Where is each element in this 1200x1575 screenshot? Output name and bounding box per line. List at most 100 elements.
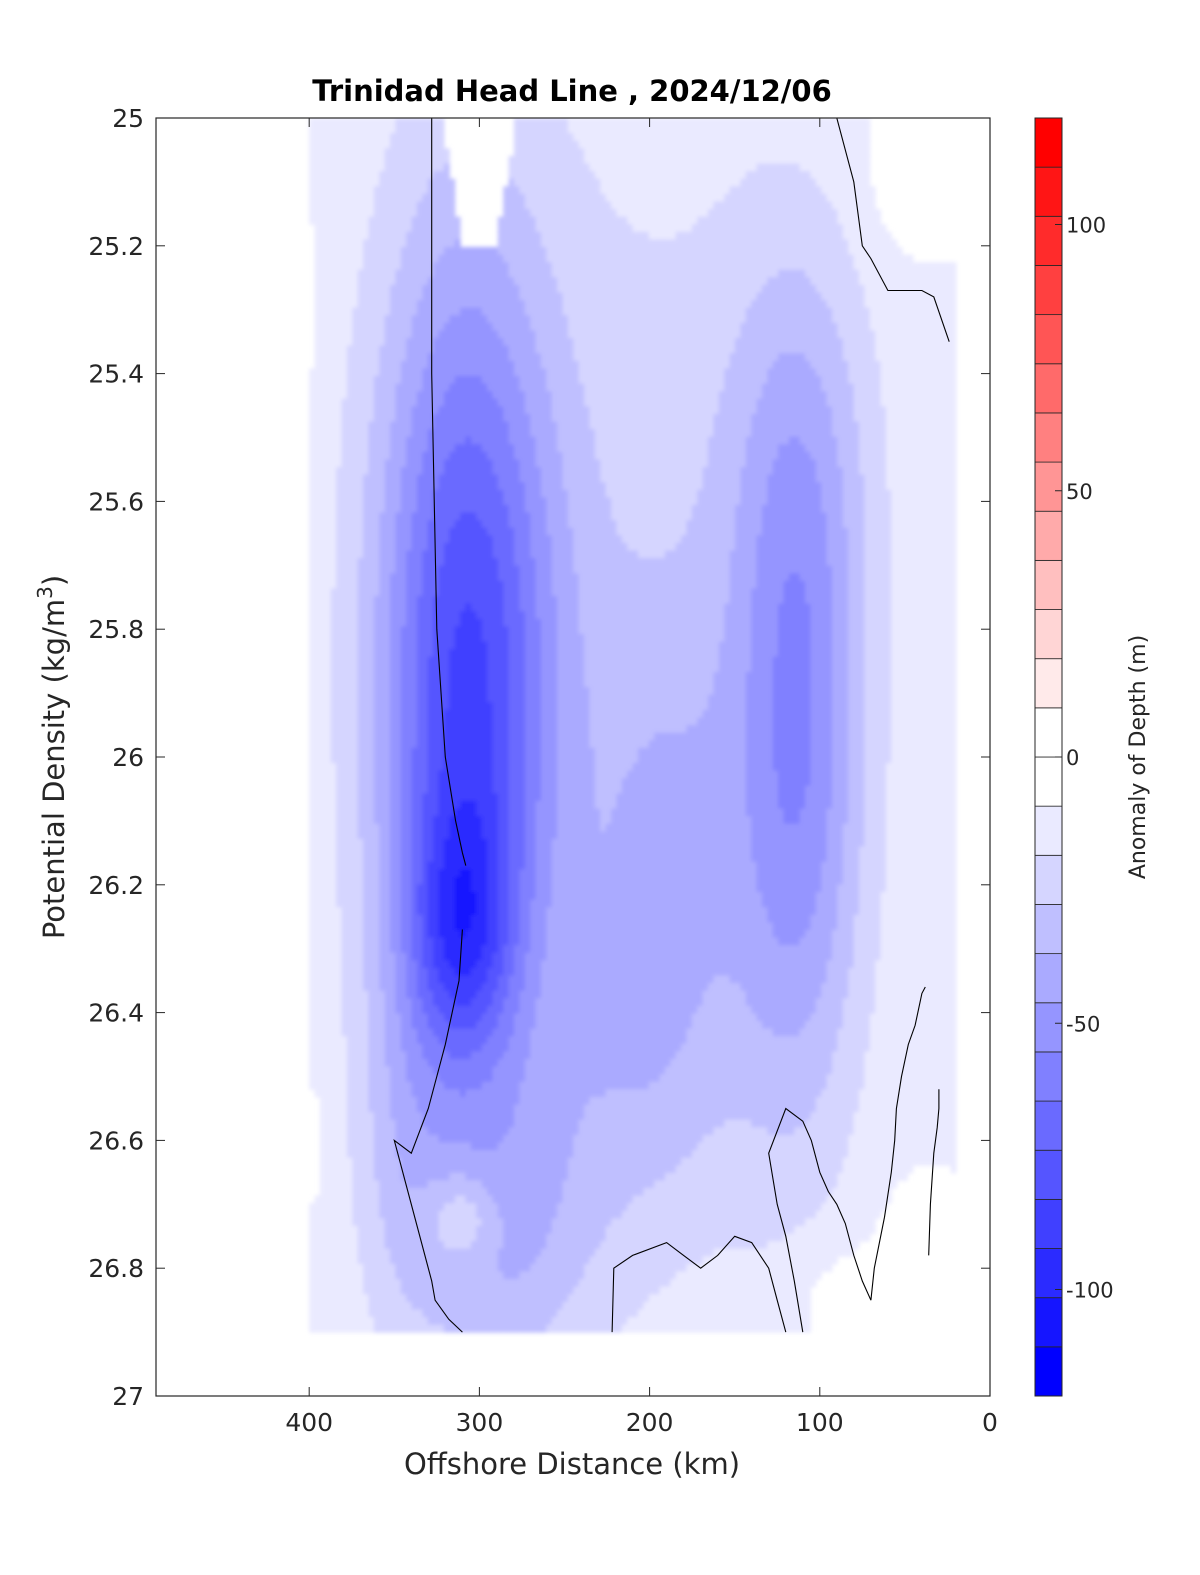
contour-cell <box>357 762 364 772</box>
contour-cell <box>460 808 467 817</box>
contour-cell <box>438 740 445 749</box>
contour-cell <box>460 558 467 567</box>
contour-cell <box>406 155 413 165</box>
contour-cell <box>373 451 380 461</box>
contour-cell <box>390 1301 397 1310</box>
contour-cell <box>330 467 337 476</box>
contour-cell <box>325 914 332 923</box>
contour-cell <box>449 755 456 764</box>
contour-cell <box>443 747 450 756</box>
contour-cell <box>341 315 348 324</box>
contour-cell <box>390 467 397 476</box>
contour-cell <box>363 671 370 681</box>
contour-cell <box>379 429 386 438</box>
contour-cell <box>346 474 353 483</box>
contour-cell <box>400 1043 407 1052</box>
contour-cell <box>325 1218 332 1227</box>
contour-cell <box>336 133 343 142</box>
contour-cell <box>341 284 348 294</box>
contour-cell <box>330 755 337 764</box>
contour-cell <box>352 671 359 681</box>
contour-cell <box>449 459 456 468</box>
contour-cell <box>406 1020 413 1030</box>
contour-cell <box>346 467 353 476</box>
contour-cell <box>373 1149 380 1159</box>
contour-cell <box>379 459 386 468</box>
contour-cell <box>357 929 364 939</box>
contour-cell <box>460 307 467 316</box>
contour-cell <box>319 338 326 347</box>
contour-cell <box>433 155 440 165</box>
contour-cell <box>395 1051 402 1060</box>
contour-cell <box>433 861 440 870</box>
contour-cell <box>309 656 316 665</box>
contour-cell <box>384 315 391 324</box>
contour-cell <box>476 884 483 893</box>
contour-cell <box>465 1074 472 1083</box>
contour-cell <box>438 1104 445 1113</box>
contour-cell <box>411 558 418 567</box>
contour-cell <box>357 133 364 142</box>
contour-cell <box>476 262 483 271</box>
contour-cell <box>390 1225 397 1235</box>
contour-cell <box>325 1028 332 1037</box>
contour-cell <box>368 891 375 901</box>
contour-cell <box>400 398 407 407</box>
contour-cell <box>470 747 477 756</box>
contour-cell <box>476 1278 483 1288</box>
contour-cell <box>427 133 434 142</box>
contour-cell <box>336 656 343 665</box>
contour-cell <box>309 504 316 514</box>
contour-cell <box>379 603 386 612</box>
contour-cell <box>314 831 321 840</box>
contour-cell <box>449 1081 456 1090</box>
contour-cell <box>384 224 391 233</box>
contour-cell <box>433 353 440 362</box>
contour-cell <box>465 588 472 597</box>
contour-cell <box>422 542 429 552</box>
contour-cell <box>384 216 391 225</box>
contour-cell <box>460 732 467 741</box>
contour-cell <box>379 155 386 165</box>
contour-cell <box>438 1005 445 1014</box>
contour-cell <box>363 315 370 324</box>
contour-cell <box>476 1203 483 1212</box>
contour-cell <box>400 231 407 241</box>
contour-cell <box>325 186 332 195</box>
contour-cell <box>460 998 467 1007</box>
contour-cell <box>438 193 445 203</box>
contour-cell <box>411 1074 418 1083</box>
contour-cell <box>352 1119 359 1128</box>
contour-cell <box>438 504 445 514</box>
contour-cell <box>330 1127 337 1136</box>
contour-cell <box>470 527 477 536</box>
contour-cell <box>325 209 332 218</box>
contour-cell <box>357 1005 364 1014</box>
contour-cell <box>416 269 423 278</box>
contour-cell <box>373 1058 380 1068</box>
contour-cell <box>379 118 386 127</box>
contour-cell <box>309 618 316 628</box>
contour-cell <box>411 891 418 901</box>
contour-cell <box>341 1248 348 1257</box>
contour-cell <box>422 512 429 521</box>
contour-cell <box>395 945 402 954</box>
contour-cell <box>400 694 407 703</box>
contour-cell <box>384 467 391 476</box>
contour-cell <box>422 1165 429 1174</box>
contour-cell <box>411 376 418 385</box>
contour-cell <box>406 436 413 445</box>
contour-cell <box>438 1043 445 1052</box>
contour-cell <box>416 504 423 514</box>
contour-cell <box>336 1210 343 1219</box>
contour-cell <box>368 1119 375 1128</box>
contour-cell <box>406 633 413 643</box>
contour-cell <box>363 201 370 210</box>
contour-cell <box>438 171 445 180</box>
contour-cell <box>406 1294 413 1303</box>
contour-cell <box>454 1036 461 1045</box>
contour-cell <box>319 284 326 294</box>
contour-cell <box>411 1096 418 1106</box>
contour-cell <box>449 694 456 703</box>
contour-cell <box>465 778 472 787</box>
